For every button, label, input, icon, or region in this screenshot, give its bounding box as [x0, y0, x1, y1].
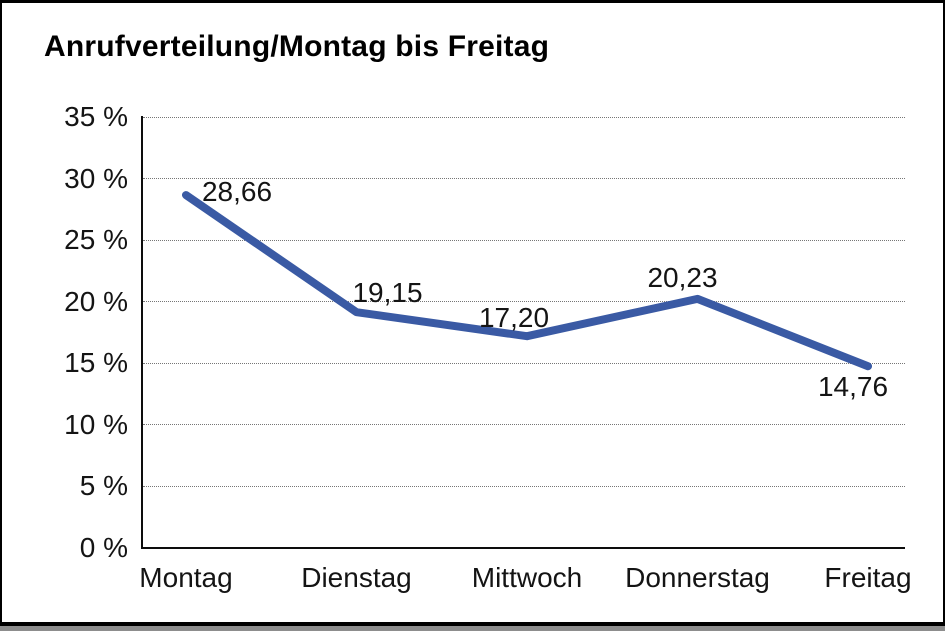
gridline: [143, 301, 905, 303]
series-line: [182, 191, 872, 371]
y-axis-line: [141, 116, 143, 549]
y-tick-label: 30 %: [64, 162, 128, 194]
x-category-label: Freitag: [824, 562, 912, 593]
x-axis-line: [141, 547, 905, 549]
y-tick-label: 20 %: [64, 285, 128, 317]
data-point-label: 17,20: [478, 302, 550, 334]
chart-title: Anrufverteilung/Montag bis Freitag: [44, 30, 550, 63]
data-point-label: 20,23: [647, 261, 718, 293]
data-point-label: 14,76: [817, 371, 889, 403]
y-tick-label: 25 %: [64, 224, 128, 256]
x-category-label: Dienstag: [301, 562, 412, 593]
gridline: [143, 362, 905, 364]
data-point-label: 19,15: [352, 277, 423, 309]
data-point-label: 28,66: [201, 176, 273, 208]
gridline: [143, 239, 905, 241]
gridline: [143, 116, 905, 118]
bottom-edge-shade: [0, 626, 945, 631]
y-tick-label: 35 %: [64, 101, 128, 132]
x-category-label: Mittwoch: [471, 562, 583, 593]
y-tick-label: 5 %: [79, 470, 128, 502]
y-tick-label: 0 %: [79, 532, 128, 563]
gridline: [143, 178, 905, 180]
gridline: [143, 485, 905, 487]
y-tick-label: 15 %: [64, 347, 128, 379]
gridline: [143, 424, 905, 426]
x-category-label: Montag: [139, 562, 233, 593]
x-category-label: Donnerstag: [625, 562, 770, 593]
y-tick-label: 10 %: [64, 408, 128, 440]
